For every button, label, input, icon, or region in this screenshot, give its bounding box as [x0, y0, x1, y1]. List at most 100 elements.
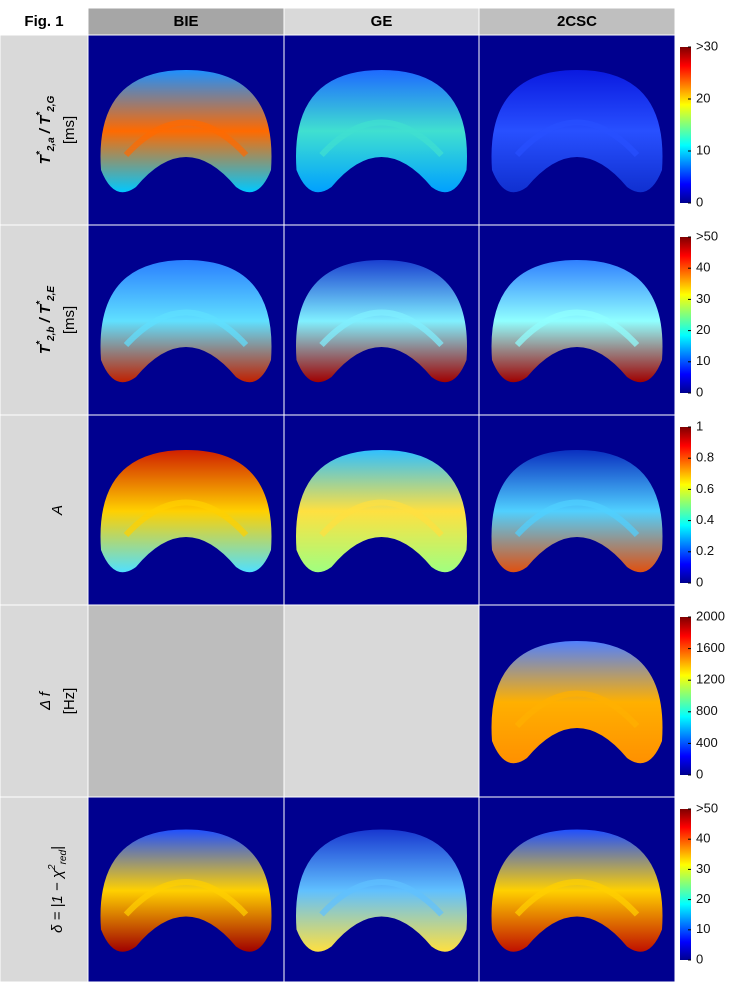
brain-detail: [514, 499, 640, 538]
brain-detail: [514, 309, 640, 348]
colorbar-label: 800: [696, 703, 718, 718]
label-part: *: [35, 150, 46, 155]
row-label: Δ f: [37, 690, 54, 711]
row-label: δ = |1 − χ2red|: [47, 846, 69, 933]
label-part: red: [58, 850, 69, 865]
column-header: GE: [371, 13, 393, 30]
brain-detail: [319, 309, 444, 348]
brain-map: [100, 70, 272, 193]
label-part: Δ f: [37, 690, 54, 711]
brain-map: [100, 450, 272, 573]
colorbar-label: >30: [696, 38, 718, 53]
label-part: T: [37, 153, 54, 164]
colorbar-label: 0.8: [696, 450, 714, 465]
label-part: *: [35, 340, 46, 345]
label-part: 2,G: [46, 95, 57, 112]
colorbar-label: 0: [696, 951, 703, 966]
row-label-cell: [0, 224, 89, 416]
label-part: / T: [37, 114, 54, 138]
label-part: δ = |1 − χ: [49, 869, 66, 933]
row-label-cell: [0, 604, 89, 798]
row-label-cell: [0, 414, 89, 606]
row-label: T*2,a / T*2,G: [35, 95, 57, 164]
label-part: A: [49, 505, 66, 516]
colorbar-label: 10: [696, 921, 710, 936]
label-part: T: [37, 343, 54, 354]
brain-map: [491, 450, 663, 573]
row-unit: [ms]: [61, 116, 78, 144]
colorbar-label: >50: [696, 228, 718, 243]
brain-detail: [514, 879, 640, 917]
label-part: 2,a: [46, 137, 57, 152]
brain-map: [100, 829, 272, 952]
brain-detail: [319, 499, 444, 538]
empty-cell: [283, 604, 480, 798]
colorbar-label: 30: [696, 291, 710, 306]
colorbar-label: 0.2: [696, 543, 714, 558]
header-cell: [478, 7, 676, 36]
brain-map: [491, 260, 663, 383]
empty-cell: [87, 604, 285, 798]
brain-detail: [123, 309, 249, 348]
colorbar-label: 400: [696, 735, 718, 750]
colorbar-label: 0: [696, 194, 703, 209]
brain-map: [296, 70, 467, 193]
label-part: 2: [47, 864, 58, 871]
colorbar-label: 1600: [696, 640, 725, 655]
colorbar-label: 0.4: [696, 512, 714, 527]
brain-map: [296, 260, 467, 383]
brain-map: [296, 829, 467, 952]
header-cell: [0, 8, 88, 35]
brain-detail: [514, 690, 640, 729]
colorbar: [680, 617, 691, 775]
colorbar-label: 0: [696, 574, 703, 589]
brain-map: [491, 641, 663, 764]
brain-map: [100, 260, 272, 383]
row-label-cell: [0, 34, 89, 226]
colorbar: [680, 427, 691, 583]
brain-detail: [319, 119, 444, 158]
row-label: T*2,b / T*2,E: [35, 286, 57, 354]
row-label: A: [49, 505, 66, 516]
column-header: 2CSC: [557, 13, 597, 30]
label-part: *: [35, 300, 46, 305]
label-part: 2,E: [46, 286, 57, 302]
colorbar-label: 20: [696, 322, 710, 337]
colorbar-label: 1200: [696, 672, 725, 687]
colorbar: [680, 237, 691, 393]
brain-map: [491, 70, 663, 193]
header-cell: [283, 7, 480, 36]
colorbar-label: 10: [696, 353, 710, 368]
brain-detail: [514, 119, 640, 158]
colorbar-label: 20: [696, 90, 710, 105]
colorbar-label: 0.6: [696, 481, 714, 496]
figure-label: Fig. 1: [24, 13, 63, 30]
header-cell: [87, 7, 285, 36]
brain-map: [296, 450, 467, 573]
colorbar-label: 0: [696, 384, 703, 399]
colorbar-label: >50: [696, 800, 718, 815]
label-part: |: [49, 846, 66, 850]
brain-detail: [123, 879, 249, 917]
colorbar-label: 0: [696, 766, 703, 781]
column-header: BIE: [173, 13, 198, 30]
colorbar-label: 10: [696, 142, 710, 157]
brain-detail: [123, 119, 249, 158]
label-part: / T: [37, 303, 54, 327]
colorbar-label: 20: [696, 891, 710, 906]
row-label-cell: [0, 796, 89, 983]
colorbar-label: 2000: [696, 608, 725, 623]
row-unit: [Hz]: [61, 688, 78, 715]
brain-detail: [123, 499, 249, 538]
colorbar-label: 30: [696, 861, 710, 876]
colorbar: [680, 47, 691, 203]
colorbar-label: 1: [696, 418, 703, 433]
brain-detail: [319, 879, 444, 917]
label-part: 2,b: [46, 327, 57, 342]
colorbar-label: 40: [696, 260, 710, 275]
colorbar: [680, 809, 691, 960]
row-unit: [ms]: [61, 306, 78, 334]
colorbar-label: 40: [696, 831, 710, 846]
